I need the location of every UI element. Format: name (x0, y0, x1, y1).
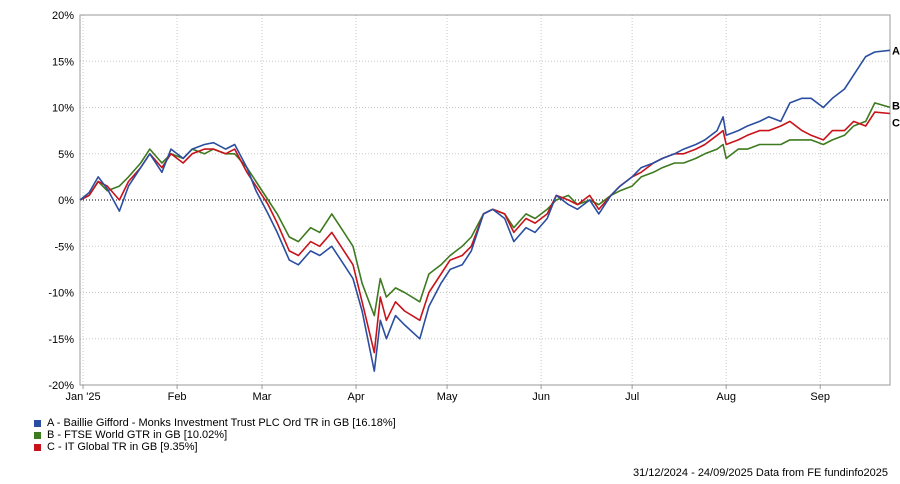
x-tick-label: Mar (253, 391, 272, 403)
x-tick-label: Sep (810, 391, 830, 403)
end-label-b: B (892, 100, 900, 112)
legend-swatch (34, 431, 41, 439)
x-tick-label: Jan '25 (65, 391, 100, 403)
performance-chart: 20% 15% 10% 5% 0% -5% -10% -15% -20% Jan '25 Feb M… (48, 10, 900, 403)
y-tick-label: -20% (48, 380, 74, 392)
x-tick-label: Jul (625, 391, 639, 403)
y-tick-label: 15% (52, 56, 74, 68)
y-tick-label: 20% (52, 10, 74, 22)
y-tick-label: 0% (58, 195, 74, 207)
end-label-c: C (892, 118, 900, 130)
y-tick-label: -10% (48, 288, 74, 300)
legend-item-a: A - Baillie Gifford - Monks Investment T… (34, 417, 396, 429)
legend-item-b: B - FTSE World GTR in GB [10.02%] (34, 429, 396, 441)
legend-swatch (34, 443, 41, 451)
x-tick-label: Feb (168, 391, 187, 403)
date-range-footer: 31/12/2024 - 24/09/2025 Data from FE fun… (632, 467, 888, 479)
y-tick-label: 5% (58, 149, 74, 161)
series-lines (79, 49, 891, 372)
grid-lines (80, 14, 890, 386)
legend-label: A - Baillie Gifford - Monks Investment T… (47, 417, 396, 429)
x-axis: Jan '25 Feb Mar Apr May Jun Jul Aug Sep (65, 385, 830, 403)
y-tick-label: -5% (54, 241, 74, 253)
x-tick-label: Aug (716, 391, 736, 403)
y-tick-label: 10% (52, 103, 74, 115)
end-label-a: A (892, 45, 900, 57)
series-line-b (79, 102, 891, 317)
legend: A - Baillie Gifford - Monks Investment T… (34, 417, 396, 453)
series-line-a (79, 49, 891, 372)
legend-swatch (34, 419, 41, 427)
y-tick-label: -15% (48, 334, 74, 346)
series-end-labels: A BC (892, 45, 900, 129)
x-tick-label: Jun (532, 391, 550, 403)
x-tick-label: Apr (348, 391, 365, 403)
legend-item-c: C - IT Global TR in GB [9.35%] (34, 441, 396, 453)
legend-label: B - FTSE World GTR in GB [10.02%] (47, 429, 228, 441)
x-tick-label: May (437, 391, 458, 403)
y-axis: 20% 15% 10% 5% 0% -5% -10% -15% -20% (48, 10, 74, 392)
legend-label: C - IT Global TR in GB [9.35%] (47, 441, 198, 453)
series-line-c (79, 111, 891, 354)
